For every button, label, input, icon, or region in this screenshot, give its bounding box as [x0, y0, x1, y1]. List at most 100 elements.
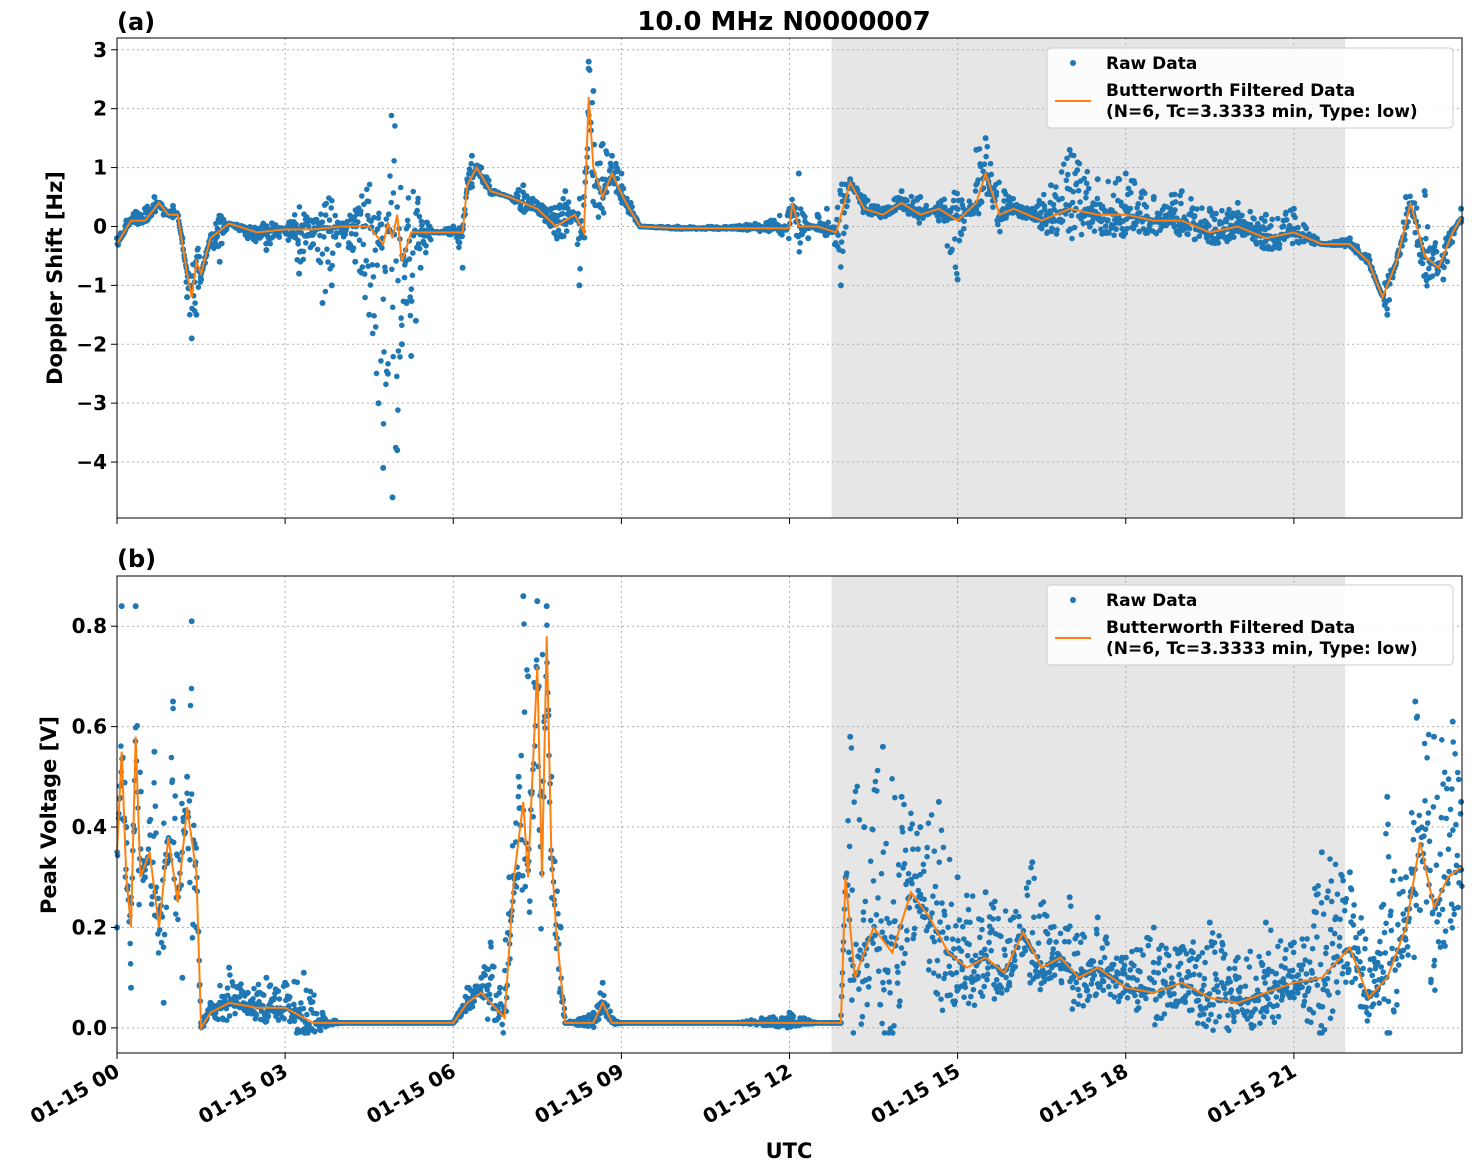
panel-a-raw-point [367, 282, 374, 288]
panel-a-raw-point [797, 240, 803, 246]
panel-a-raw-point [600, 210, 607, 216]
panel-a-raw-point [394, 373, 400, 380]
panel-b-raw-point [998, 984, 1005, 991]
panel-a-raw-point [954, 206, 961, 212]
panel-b-raw-point [145, 846, 152, 852]
panel-a-raw-point [466, 171, 472, 177]
panel-b-raw-point [881, 987, 887, 993]
panel-a-raw-point [961, 218, 967, 224]
panel-a-raw-point [1042, 221, 1049, 228]
panel-b-raw-point [921, 868, 927, 875]
panel-a-raw-point [296, 204, 303, 210]
panel-b-raw-point [1137, 968, 1143, 975]
panel-a-raw-point [319, 300, 326, 306]
panel-a-raw-point [456, 244, 462, 251]
panel-b-raw-point [883, 840, 889, 847]
panel-b-raw-point [1199, 950, 1206, 956]
panel-b-raw-point [911, 925, 918, 932]
panel-b-raw-point [939, 1007, 946, 1014]
panel-a-raw-point [325, 259, 331, 265]
panel-b-raw-point [1025, 879, 1032, 886]
panel-a-raw-point [375, 400, 382, 407]
panel-b-raw-point [945, 924, 951, 931]
panel-a-raw-point [908, 193, 915, 200]
panel-b-raw-point [516, 784, 523, 790]
panel-a-raw-point [1421, 188, 1428, 195]
panel-b-raw-point [1204, 944, 1210, 951]
panel-b-raw-point [520, 873, 526, 879]
panel-a-raw-point [838, 264, 844, 270]
panel-a-raw-point [956, 237, 963, 244]
panel-a-raw-point [415, 199, 421, 206]
panel-a-raw-point [374, 226, 381, 232]
panel-a-raw-point [1223, 218, 1230, 225]
panel-a-raw-point [395, 277, 401, 284]
panel-b-raw-point [1080, 1003, 1087, 1009]
panel-a-raw-point [359, 193, 365, 199]
panel-b-raw-point [938, 996, 944, 1002]
panel-b-raw-point [937, 919, 943, 925]
panel-a-raw-point [123, 217, 130, 224]
panel-b-raw-point [890, 899, 897, 905]
panel-a-raw-point [410, 188, 417, 195]
panel-a-raw-point [797, 206, 804, 212]
panel-b-raw-point [864, 962, 870, 969]
panel-b-raw-point [1171, 991, 1177, 997]
panel-b-raw-point [985, 965, 991, 971]
panel-a-raw-point [1384, 311, 1391, 318]
panel-a-raw-point [1091, 228, 1098, 234]
panel-b-raw-point [1255, 997, 1262, 1004]
panel-a-raw-point [378, 358, 384, 364]
panel-b-raw-point [251, 985, 257, 992]
panel-a-raw-point [586, 67, 593, 73]
panel-a-raw-point [372, 324, 379, 330]
panel-a-raw-point [1419, 260, 1426, 267]
panel-b-raw-point [852, 788, 859, 795]
panel-a-legend-raw-label: Raw Data [1106, 54, 1197, 74]
panel-a-raw-point [1074, 167, 1081, 173]
panel-a-raw-point [303, 240, 309, 246]
panel-a-raw-point [1006, 194, 1012, 200]
panel-a-raw-point [1365, 252, 1372, 259]
panel-a-raw-point [993, 189, 1000, 196]
panel-b-raw-point [984, 976, 990, 983]
panel-b-raw-point [896, 872, 902, 878]
panel-a-raw-point [319, 219, 326, 225]
panel-b-raw-point [224, 985, 231, 991]
panel-b-raw-point [502, 937, 509, 943]
panel-a-raw-point [1063, 177, 1070, 184]
panel-b-raw-point [1236, 974, 1242, 981]
panel-b-raw-point [1121, 962, 1128, 969]
panel-b-raw-point [971, 1002, 978, 1008]
panel-a-raw-point [1346, 235, 1353, 242]
panel-b-raw-point [533, 657, 540, 663]
panel-a-raw-point [824, 232, 830, 238]
panel-b-raw-point [1182, 999, 1189, 1006]
panel-a-raw-point [1112, 180, 1119, 186]
panel-a-raw-point [355, 219, 361, 225]
panel-a-raw-point [577, 266, 583, 272]
panel-a-raw-point [322, 212, 329, 218]
panel-b-raw-point [1226, 1027, 1232, 1034]
panel-a-raw-point [1424, 283, 1430, 289]
panel-a-raw-point [1001, 198, 1007, 204]
panel-b-raw-point [850, 977, 857, 983]
panel-b-raw-point [992, 898, 998, 905]
panel-a-raw-point [1048, 182, 1054, 189]
panel-a-raw-point [941, 196, 947, 203]
panel-b-raw-point [1265, 950, 1272, 957]
panel-a-raw-point [620, 185, 627, 192]
panel-a-raw-point [988, 171, 995, 178]
panel-a-raw-point [379, 245, 385, 251]
panel-a-raw-point [291, 212, 298, 218]
panel-a-raw-point [1138, 194, 1144, 201]
panel-b-raw-point [858, 1021, 865, 1027]
panel-a-raw-point [329, 250, 336, 256]
panel-a-raw-point [1083, 195, 1089, 201]
panel-a-raw-point [317, 259, 324, 266]
panel-a-raw-point [142, 205, 148, 212]
panel-a-raw-point [1075, 187, 1082, 194]
panel-b-raw-point [1104, 940, 1110, 947]
panel-b-raw-point [965, 1000, 972, 1007]
